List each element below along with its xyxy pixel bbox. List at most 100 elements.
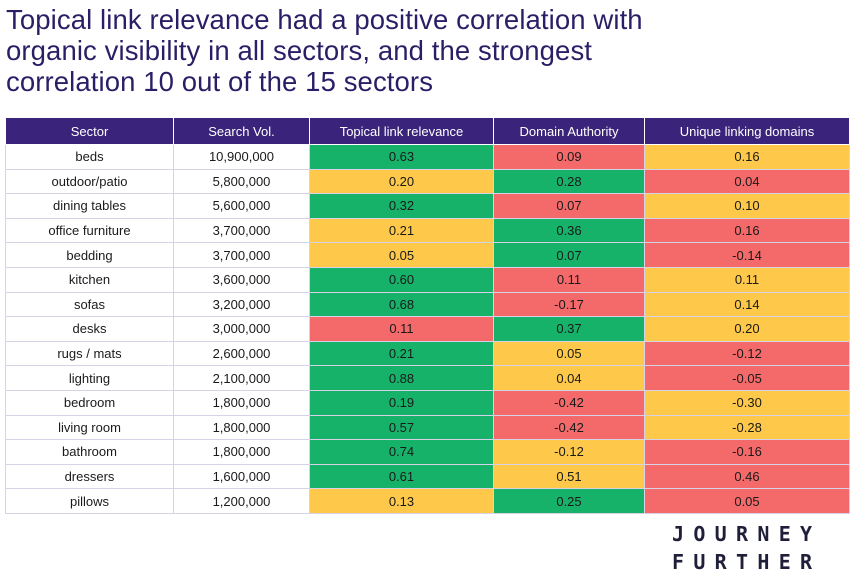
cell-sector: beds: [5, 144, 174, 170]
cell-domain-authority: 0.07: [493, 193, 645, 219]
cell-search-vol: 5,800,000: [173, 168, 310, 195]
cell-search-vol: 1,600,000: [173, 463, 310, 490]
cell-domain-authority: 0.07: [493, 242, 645, 268]
cell-sector: desks: [5, 316, 174, 342]
cell-domain-authority: 0.51: [493, 463, 645, 490]
cell-sector: bedding: [5, 242, 174, 268]
cell-unique-domains: 0.16: [644, 217, 850, 244]
column-header-unique-domains: Unique linking domains: [644, 117, 850, 145]
cell-search-vol: 3,700,000: [173, 242, 310, 268]
cell-topical: 0.11: [309, 316, 494, 342]
title-line-2: organic visibility in all sectors, and t…: [6, 35, 593, 66]
cell-unique-domains: -0.14: [644, 242, 850, 268]
cell-domain-authority: 0.09: [493, 144, 645, 170]
table-row: desks 3,000,000 0.11 0.37 0.20: [5, 316, 850, 342]
table-row: office furniture 3,700,000 0.21 0.36 0.16: [5, 217, 850, 244]
cell-domain-authority: 0.28: [493, 168, 645, 195]
cell-topical: 0.74: [309, 439, 494, 465]
cell-sector: living room: [5, 414, 174, 441]
table-row: outdoor/patio 5,800,000 0.20 0.28 0.04: [5, 168, 850, 195]
cell-unique-domains: 0.11: [644, 266, 850, 293]
table-body: beds 10,900,000 0.63 0.09 0.16 outdoor/patio 5…: [5, 144, 850, 514]
cell-topical: 0.57: [309, 414, 494, 441]
journey-further-logo: JOURNEY FURTHER: [672, 520, 848, 576]
cell-topical: 0.88: [309, 365, 494, 391]
cell-topical: 0.21: [309, 217, 494, 244]
cell-search-vol: 3,200,000: [173, 291, 310, 318]
cell-search-vol: 2,100,000: [173, 365, 310, 391]
cell-search-vol: 10,900,000: [173, 144, 310, 170]
cell-sector: sofas: [5, 291, 174, 318]
cell-domain-authority: 0.37: [493, 316, 645, 342]
logo-line-2: FURTHER: [672, 550, 822, 574]
correlation-table: Sector Search Vol. Topical link relevanc…: [5, 117, 850, 514]
cell-sector: outdoor/patio: [5, 168, 174, 195]
column-header-domain-authority: Domain Authority: [493, 117, 645, 145]
cell-search-vol: 5,600,000: [173, 193, 310, 219]
cell-topical: 0.63: [309, 144, 494, 170]
cell-unique-domains: -0.05: [644, 365, 850, 391]
cell-search-vol: 1,800,000: [173, 414, 310, 441]
table-row: bedding 3,700,000 0.05 0.07 -0.14: [5, 242, 850, 268]
table-row: lighting 2,100,000 0.88 0.04 -0.05: [5, 365, 850, 391]
table-row: living room 1,800,000 0.57 -0.42 -0.28: [5, 414, 850, 441]
cell-domain-authority: 0.05: [493, 340, 645, 367]
cell-sector: kitchen: [5, 266, 174, 293]
cell-topical: 0.05: [309, 242, 494, 268]
cell-domain-authority: 0.11: [493, 266, 645, 293]
cell-unique-domains: 0.10: [644, 193, 850, 219]
cell-topical: 0.32: [309, 193, 494, 219]
cell-topical: 0.21: [309, 340, 494, 367]
header-row: Sector Search Vol. Topical link relevanc…: [5, 117, 850, 145]
cell-sector: bedroom: [5, 389, 174, 416]
cell-sector: bathroom: [5, 439, 174, 465]
cell-search-vol: 2,600,000: [173, 340, 310, 367]
column-header-search-vol: Search Vol.: [173, 117, 310, 145]
cell-sector: office furniture: [5, 217, 174, 244]
cell-search-vol: 1,200,000: [173, 488, 310, 514]
cell-sector: pillows: [5, 488, 174, 514]
table-row: kitchen 3,600,000 0.60 0.11 0.11: [5, 266, 850, 293]
cell-unique-domains: 0.16: [644, 144, 850, 170]
cell-topical: 0.13: [309, 488, 494, 514]
cell-sector: rugs / mats: [5, 340, 174, 367]
cell-sector: lighting: [5, 365, 174, 391]
cell-unique-domains: 0.46: [644, 463, 850, 490]
table-row: dining tables 5,600,000 0.32 0.07 0.10: [5, 193, 850, 219]
table-row: bathroom 1,800,000 0.74 -0.12 -0.16: [5, 439, 850, 465]
cell-domain-authority: 0.36: [493, 217, 645, 244]
table-row: beds 10,900,000 0.63 0.09 0.16: [5, 144, 850, 170]
title-line-1: Topical link relevance had a positive co…: [6, 4, 643, 35]
cell-sector: dining tables: [5, 193, 174, 219]
cell-unique-domains: 0.05: [644, 488, 850, 514]
cell-search-vol: 1,800,000: [173, 389, 310, 416]
cell-domain-authority: -0.42: [493, 414, 645, 441]
cell-unique-domains: -0.16: [644, 439, 850, 465]
table-row: bedroom 1,800,000 0.19 -0.42 -0.30: [5, 389, 850, 416]
cell-search-vol: 1,800,000: [173, 439, 310, 465]
cell-topical: 0.20: [309, 168, 494, 195]
cell-domain-authority: -0.42: [493, 389, 645, 416]
cell-unique-domains: -0.30: [644, 389, 850, 416]
table-row: pillows 1,200,000 0.13 0.25 0.05: [5, 488, 850, 514]
cell-unique-domains: 0.20: [644, 316, 850, 342]
column-header-sector: Sector: [5, 117, 174, 145]
column-header-topical: Topical link relevance: [309, 117, 494, 145]
cell-domain-authority: -0.12: [493, 439, 645, 465]
cell-unique-domains: 0.04: [644, 168, 850, 195]
cell-unique-domains: -0.28: [644, 414, 850, 441]
cell-topical: 0.61: [309, 463, 494, 490]
chart-title: Topical link relevance had a positive co…: [6, 4, 846, 97]
title-line-3: correlation 10 out of the 15 sectors: [6, 66, 434, 97]
table-row: sofas 3,200,000 0.68 -0.17 0.14: [5, 291, 850, 318]
cell-topical: 0.60: [309, 266, 494, 293]
table-row: dressers 1,600,000 0.61 0.51 0.46: [5, 463, 850, 490]
cell-topical: 0.19: [309, 389, 494, 416]
cell-search-vol: 3,000,000: [173, 316, 310, 342]
cell-search-vol: 3,600,000: [173, 266, 310, 293]
cell-domain-authority: 0.25: [493, 488, 645, 514]
cell-unique-domains: 0.14: [644, 291, 850, 318]
cell-sector: dressers: [5, 463, 174, 490]
logo-line-1: JOURNEY: [672, 522, 822, 546]
cell-search-vol: 3,700,000: [173, 217, 310, 244]
